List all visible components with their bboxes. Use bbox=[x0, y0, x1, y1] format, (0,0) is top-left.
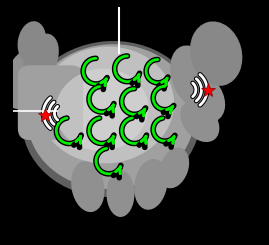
Ellipse shape bbox=[55, 69, 148, 151]
Ellipse shape bbox=[184, 74, 225, 122]
Ellipse shape bbox=[159, 148, 189, 188]
Ellipse shape bbox=[39, 47, 174, 163]
Ellipse shape bbox=[180, 101, 219, 142]
Ellipse shape bbox=[17, 21, 46, 63]
FancyBboxPatch shape bbox=[18, 65, 83, 140]
Ellipse shape bbox=[190, 21, 242, 86]
Ellipse shape bbox=[23, 34, 59, 83]
Ellipse shape bbox=[27, 44, 195, 189]
Ellipse shape bbox=[170, 46, 215, 109]
Ellipse shape bbox=[107, 170, 134, 217]
Ellipse shape bbox=[134, 159, 168, 210]
Ellipse shape bbox=[71, 161, 105, 212]
Ellipse shape bbox=[3, 45, 56, 110]
